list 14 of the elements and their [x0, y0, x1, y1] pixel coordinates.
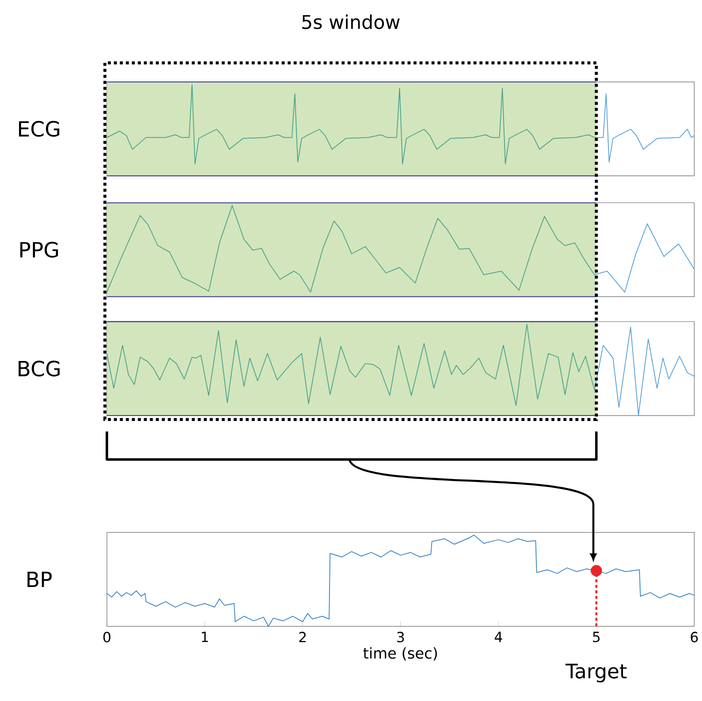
x-tick-label: 6: [690, 632, 698, 642]
text: 5s window: [302, 14, 400, 30]
x-tick-label: 4: [494, 632, 502, 642]
x-tick-label: 5: [593, 632, 600, 642]
x-axis-title: time (sec): [363, 647, 437, 660]
x-tick-label: 2: [299, 632, 306, 642]
y-axis-title: BCG: [18, 360, 60, 376]
y-axis-title: PPG: [20, 242, 58, 258]
text: Target: [566, 664, 627, 682]
y-axis-title: BP: [28, 572, 52, 587]
y-axis-title: ECG: [19, 120, 60, 137]
x-tick-label: 0: [103, 632, 110, 642]
x-tick-label: 1: [202, 632, 208, 642]
x-tick-label: 3: [397, 632, 404, 642]
